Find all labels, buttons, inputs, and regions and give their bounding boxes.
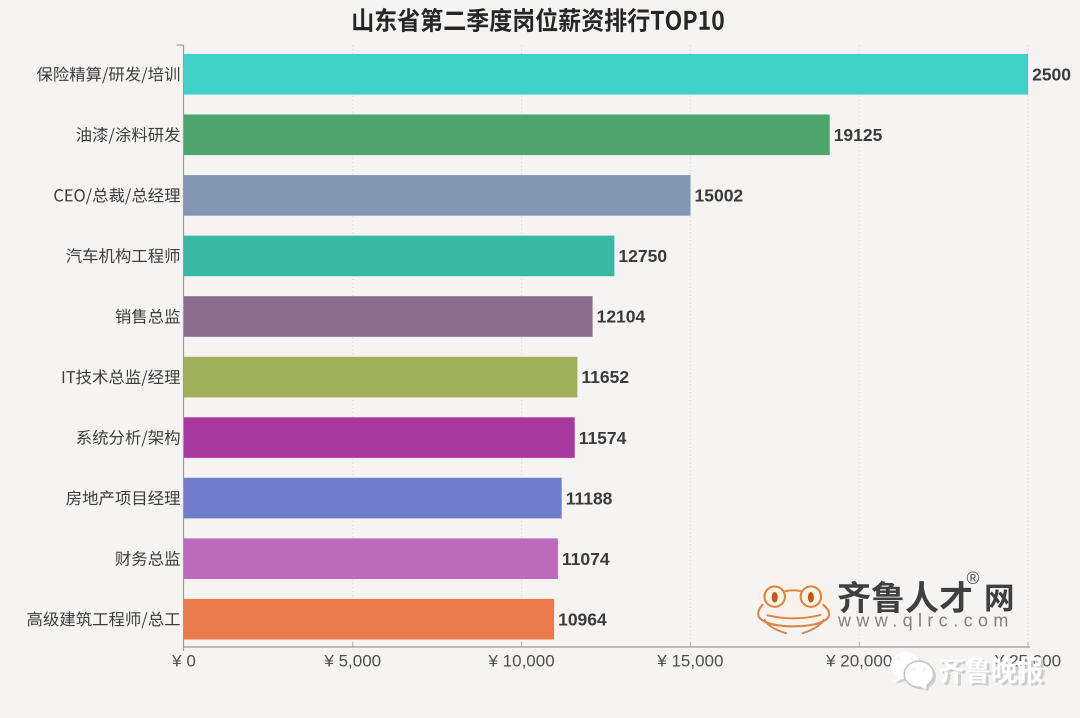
svg-text:¥ 10,000: ¥ 10,000 (488, 652, 555, 671)
svg-text:11074: 11074 (562, 549, 610, 569)
svg-text:12104: 12104 (597, 307, 646, 327)
svg-text:¥ 15,000: ¥ 15,000 (656, 652, 723, 671)
svg-text:19125: 19125 (834, 125, 883, 145)
svg-text:11188: 11188 (566, 488, 613, 508)
svg-text:¥ 20,000: ¥ 20,000 (825, 652, 892, 671)
svg-text:www.qlrc.com: www.qlrc.com (837, 611, 1014, 631)
svg-text:15002: 15002 (695, 186, 744, 206)
svg-text:12750: 12750 (618, 246, 667, 266)
svg-text:¥ 5,000: ¥ 5,000 (323, 652, 381, 671)
svg-text:10964: 10964 (558, 609, 607, 629)
svg-text:2500: 2500 (1032, 65, 1071, 85)
svg-text:¥ 0: ¥ 0 (171, 652, 196, 671)
svg-text:®: ® (967, 568, 980, 588)
svg-text:11574: 11574 (579, 428, 627, 448)
svg-text:11652: 11652 (581, 367, 629, 387)
